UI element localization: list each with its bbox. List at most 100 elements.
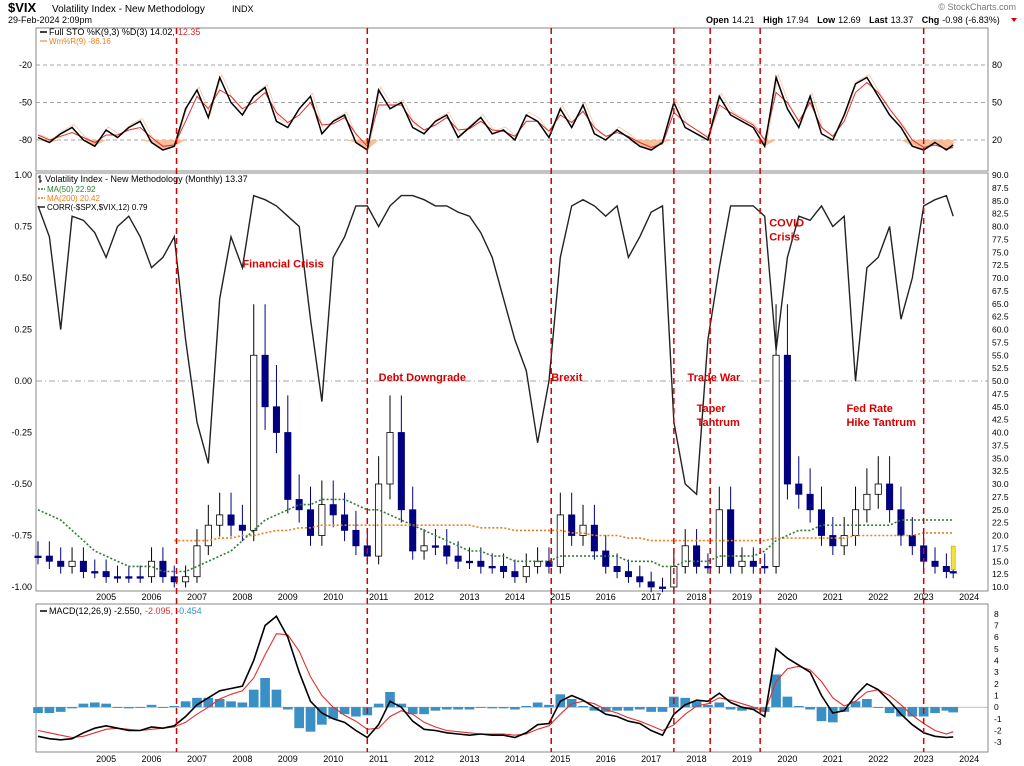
macd-axis-tick: 4 bbox=[994, 656, 999, 666]
macd-histogram-bar bbox=[282, 707, 293, 710]
corr-axis-tick: -0.50 bbox=[11, 479, 32, 489]
macd-histogram-bar bbox=[793, 706, 804, 708]
x-tick-label: 2018 bbox=[687, 592, 707, 602]
event-annotation: Financial Crisis bbox=[242, 259, 323, 271]
macd-histogram-bar bbox=[816, 707, 827, 722]
macd-histogram-bar bbox=[146, 704, 157, 708]
macd-panel-frame bbox=[35, 603, 989, 753]
vix-axis-tick: 30.0 bbox=[992, 479, 1009, 489]
vix-axis-tick: 40.0 bbox=[992, 428, 1009, 438]
vix-axis-tick: 87.5 bbox=[992, 183, 1009, 193]
ma50-line bbox=[37, 498, 954, 573]
x-tick-label: 2016 bbox=[596, 592, 616, 602]
macd-histogram-bar bbox=[317, 707, 327, 725]
price-legend: Volatility Index - New Methodology (Mont… bbox=[38, 174, 248, 212]
macd-histogram-bar bbox=[101, 703, 111, 708]
macd-histogram-bar bbox=[192, 697, 202, 708]
price-candle bbox=[897, 509, 905, 536]
price-candle bbox=[942, 566, 950, 572]
macd-histogram-bar bbox=[89, 702, 100, 708]
price-candle bbox=[250, 354, 258, 531]
vix-axis-tick: 27.5 bbox=[992, 492, 1009, 502]
price-candle bbox=[295, 499, 303, 511]
macd-histogram-bar bbox=[226, 701, 236, 708]
x-tick-label: 2006 bbox=[142, 592, 162, 602]
x-tick-label: 2012 bbox=[414, 592, 434, 602]
macd-histogram-bar bbox=[498, 707, 509, 709]
price-candle bbox=[159, 560, 167, 578]
price-candle bbox=[443, 545, 451, 557]
macd-histogram-bar bbox=[748, 707, 759, 710]
macd-histogram-bar bbox=[453, 707, 463, 710]
macd-histogram-bar bbox=[385, 692, 395, 708]
price-candle bbox=[216, 514, 224, 526]
corr-line bbox=[37, 194, 954, 496]
vix-axis-tick: 35.0 bbox=[992, 453, 1009, 463]
x-tick-label: 2013 bbox=[459, 592, 479, 602]
x-tick-label: 2009 bbox=[278, 754, 298, 764]
price-candle bbox=[272, 406, 280, 433]
x-tick-label: 2019 bbox=[732, 754, 752, 764]
sto-right-tick: 80 bbox=[992, 60, 1002, 70]
macd-histogram-bar bbox=[862, 699, 872, 708]
macd-histogram-bar bbox=[850, 701, 861, 708]
vix-axis-tick: 80.0 bbox=[992, 222, 1009, 232]
sto-legend: Full STO %K(9,3) %D(3) 14.02, 12.35 Wm%R(… bbox=[40, 27, 200, 46]
vix-axis-tick: 72.5 bbox=[992, 260, 1009, 270]
macd-histogram-bar bbox=[430, 707, 441, 711]
price-candle bbox=[397, 432, 405, 511]
x-tick-label: 2010 bbox=[323, 754, 343, 764]
x-tick-label: 2007 bbox=[187, 754, 207, 764]
price-candle bbox=[148, 560, 156, 578]
macd-axis-tick: -3 bbox=[994, 737, 1002, 747]
ma50-legend-label: MA(50) 22.92 bbox=[47, 185, 96, 194]
price-candle bbox=[91, 571, 99, 574]
x-tick-label: 2020 bbox=[777, 592, 797, 602]
vix-axis-tick: 60.0 bbox=[992, 325, 1009, 335]
macd-histogram-bar bbox=[691, 701, 702, 708]
bar-chart-icon bbox=[38, 175, 42, 183]
price-candle bbox=[829, 535, 837, 547]
price-candle bbox=[852, 509, 860, 536]
x-tick-label: 2009 bbox=[278, 592, 298, 602]
sto-k-line bbox=[37, 74, 954, 152]
macd-histogram-bar bbox=[112, 707, 123, 708]
price-candle bbox=[590, 524, 598, 552]
macd-histogram-bar bbox=[248, 689, 259, 708]
macd-histogram-bar bbox=[623, 707, 634, 711]
macd-histogram-bar bbox=[782, 696, 793, 708]
price-candle bbox=[556, 514, 564, 567]
x-tick-label: 2017 bbox=[641, 592, 661, 602]
macd-histogram-bar bbox=[305, 707, 316, 732]
price-legend-label: Volatility Index - New Methodology (Mont… bbox=[45, 174, 248, 184]
price-candle bbox=[749, 560, 757, 567]
vix-axis-tick: 62.5 bbox=[992, 312, 1009, 322]
x-tick-label: 2023 bbox=[914, 592, 934, 602]
last-candle-highlight bbox=[950, 545, 956, 570]
vix-axis-tick: 50.0 bbox=[992, 376, 1009, 386]
price-candle bbox=[500, 566, 508, 572]
price-panel-frame bbox=[35, 172, 989, 592]
price-candle bbox=[454, 555, 462, 562]
macd-axis-tick: 7 bbox=[994, 621, 999, 631]
macd-histogram-bar bbox=[328, 707, 339, 719]
vix-axis-tick: 47.5 bbox=[992, 389, 1009, 399]
macd-axis-tick: 3 bbox=[994, 667, 999, 677]
ma200-legend-label: MA(200) 20.42 bbox=[47, 194, 100, 203]
ma200-line bbox=[174, 524, 954, 542]
sto-layer bbox=[37, 72, 956, 152]
symbol-label: $VIX bbox=[8, 0, 37, 15]
price-candle bbox=[420, 545, 428, 552]
price-candle bbox=[647, 581, 655, 588]
price-candle bbox=[602, 550, 610, 567]
x-tick-label: 2017 bbox=[641, 754, 661, 764]
macd-histogram-bar bbox=[169, 706, 180, 708]
macd-histogram-bar bbox=[703, 704, 713, 708]
sto-right-tick: 50 bbox=[992, 98, 1002, 108]
macd-histogram-bar bbox=[907, 707, 918, 717]
corr-axis-tick: 1.00 bbox=[14, 170, 32, 180]
macd-histogram-bar bbox=[657, 707, 668, 712]
macd-axis-tick: 2 bbox=[994, 679, 999, 689]
price-candle bbox=[579, 524, 587, 536]
macd-histogram-bar bbox=[271, 689, 282, 708]
